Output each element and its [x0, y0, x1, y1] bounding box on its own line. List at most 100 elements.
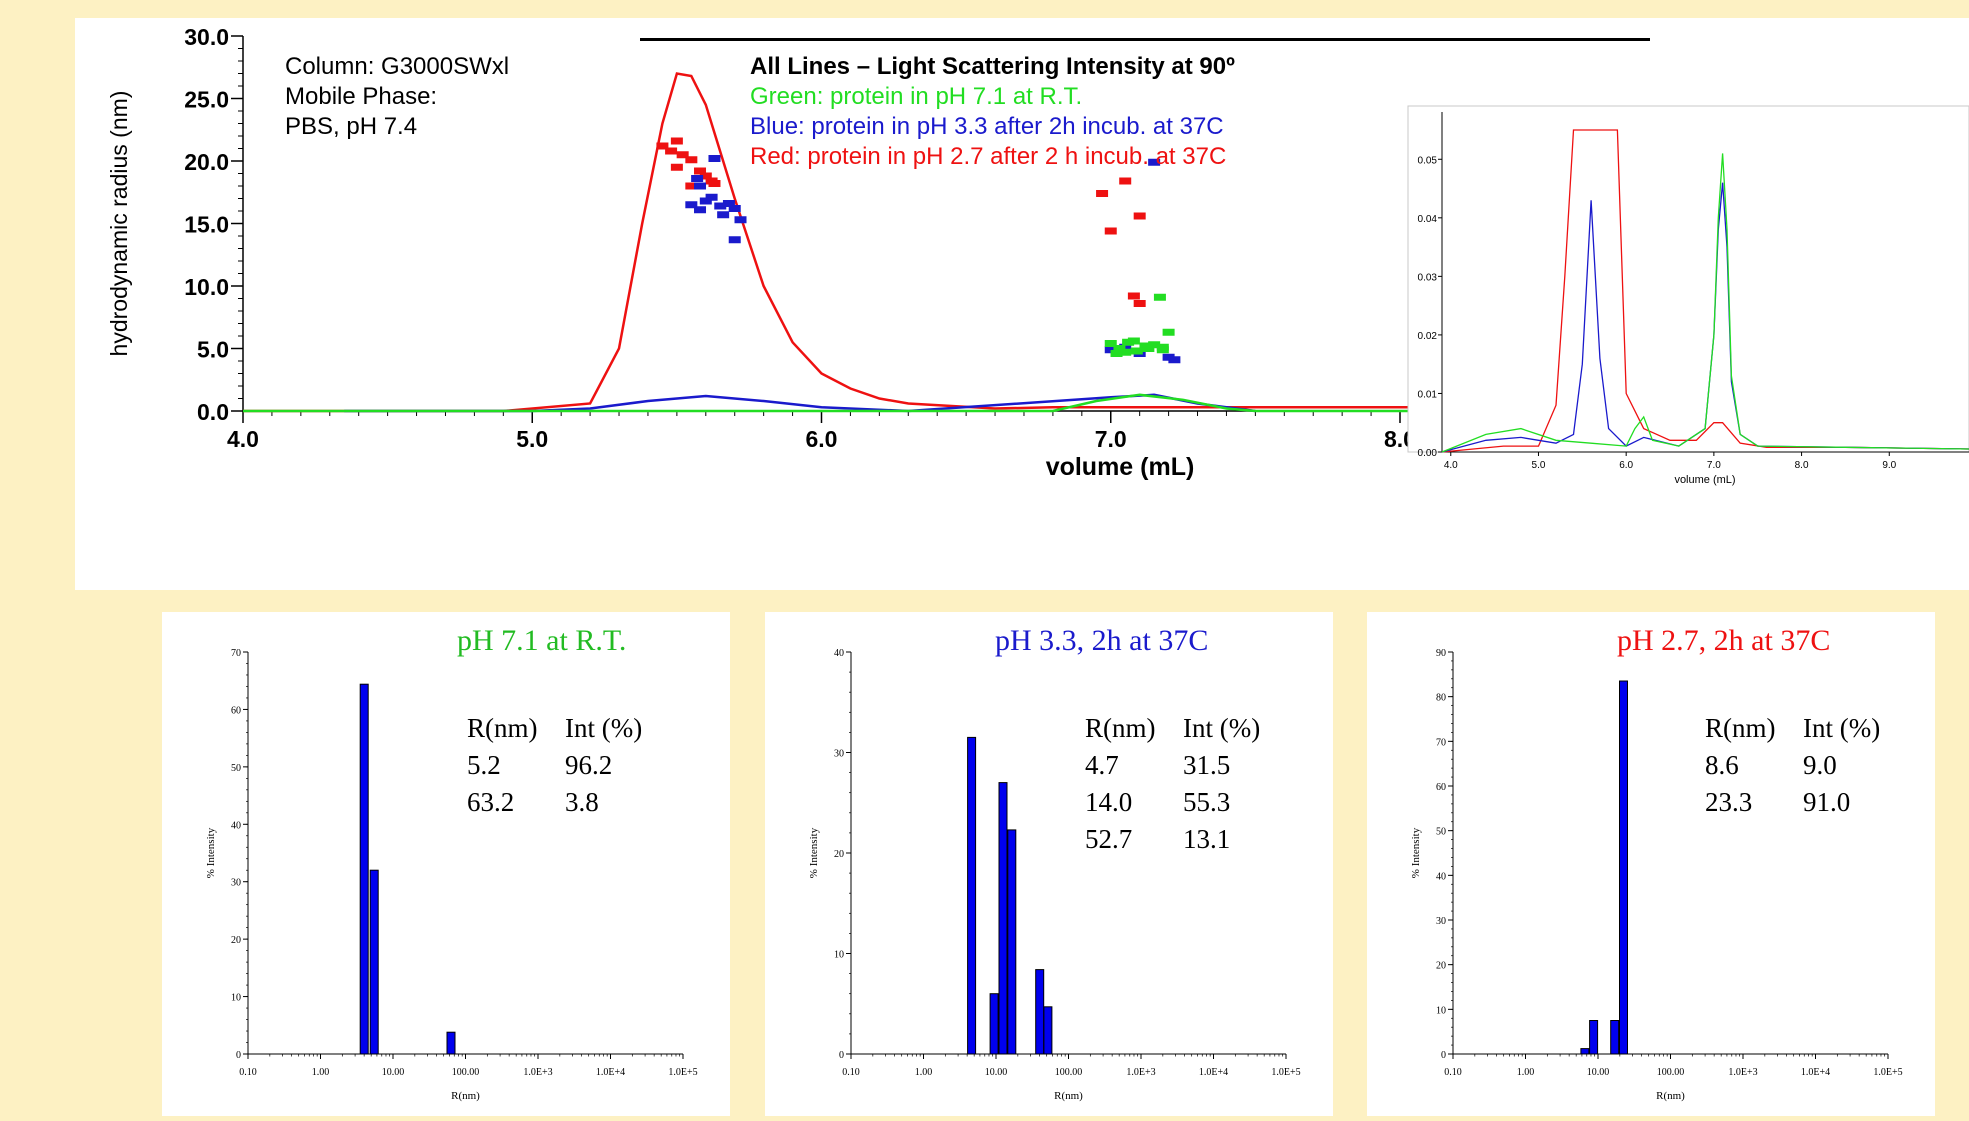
- inset-y-tick-label: 0.00: [1418, 448, 1438, 459]
- table-cell: 13.1: [1183, 824, 1231, 854]
- data-point-blue: [734, 216, 747, 224]
- y-tick-label: 20: [834, 849, 844, 860]
- inset-trace: [1441, 129, 1969, 453]
- data-point-blue: [699, 197, 712, 205]
- histogram-bar: [1035, 969, 1045, 1055]
- y-tick-label: 60: [1436, 782, 1446, 793]
- data-point-red: [694, 167, 707, 175]
- x-tick-label: 100.00: [1657, 1067, 1685, 1078]
- table-header-int: Int (%): [565, 713, 643, 743]
- inset-x-tick-label: 8.0: [1795, 460, 1809, 471]
- data-point-red: [676, 151, 689, 159]
- x-tick-label: 0.10: [842, 1067, 860, 1078]
- y-tick-label: 5.0: [197, 337, 229, 363]
- y-tick-label: 90: [1436, 648, 1446, 659]
- data-point-red: [1104, 227, 1117, 235]
- table-cell: 23.3: [1705, 787, 1753, 817]
- histogram-bar: [1580, 1048, 1590, 1055]
- y-tick-label: 50: [231, 763, 241, 774]
- table-header-r: R(nm): [1085, 713, 1156, 743]
- y-axis-title: hydrodynamic radius (nm): [106, 91, 132, 357]
- histogram-bar: [446, 1031, 456, 1055]
- histogram-bar: [369, 869, 379, 1055]
- data-point-red: [1127, 292, 1140, 300]
- data-point-red: [670, 137, 683, 145]
- histogram-bar: [967, 736, 977, 1055]
- inset-frame: [1407, 105, 1969, 453]
- x-tick-label: 10.00: [985, 1067, 1008, 1078]
- x-tick-label: 1.00: [312, 1067, 330, 1078]
- x-tick-label: 100.00: [1055, 1067, 1083, 1078]
- x-tick-label: 1.0E+4: [596, 1067, 625, 1078]
- x-tick-label: 1.0E+3: [1728, 1067, 1757, 1078]
- inset-y-tick-label: 0.01: [1418, 389, 1438, 400]
- table-cell: 8.6: [1705, 750, 1739, 780]
- data-point-green: [1153, 293, 1166, 301]
- table-cell: 3.8: [565, 787, 599, 817]
- y-tick-label: 30.0: [184, 24, 229, 50]
- y-axis-title: % Intensity: [1410, 827, 1422, 878]
- histogram-bar: [989, 993, 999, 1055]
- dls-panel-ph27: 0 10 20 30 40 50 60 70 80 90 0.10 1.00 10.00 100.00 1.…: [1367, 612, 1935, 1116]
- x-tick-label: 7.0: [1095, 426, 1127, 452]
- y-tick-label: 0: [236, 1050, 241, 1061]
- x-tick-label: 1.0E+4: [1199, 1067, 1228, 1078]
- data-point-red: [699, 172, 712, 180]
- y-tick-label: 10.0: [184, 274, 229, 300]
- data-point-red: [1133, 300, 1146, 307]
- data-point-green: [1162, 328, 1175, 336]
- inset-y-tick-label: 0.03: [1418, 272, 1438, 283]
- y-tick-label: 80: [1436, 693, 1446, 704]
- x-tick-label: 0.10: [239, 1067, 257, 1078]
- data-point-red: [665, 147, 678, 155]
- dls-histogram-ph71: 0 10 20 30 40 50 60 70 0.10 1.00 10.00 100.00 1.0E+3…: [205, 648, 698, 1102]
- inset-y-tick-label: 0.04: [1418, 214, 1438, 225]
- data-point-blue: [694, 182, 707, 190]
- table-header-r: R(nm): [467, 713, 538, 743]
- title-rule: [640, 38, 1650, 41]
- dls-panel-ph71: 0 10 20 30 40 50 60 70 0.10 1.00 10.00 100.00 1.0E+3…: [162, 612, 730, 1116]
- data-point-red: [685, 182, 698, 190]
- y-tick-label: 20: [1436, 961, 1446, 972]
- y-tick-label: 40: [231, 820, 241, 831]
- inset-x-tick-label: 5.0: [1532, 460, 1546, 471]
- data-point-red: [708, 180, 721, 187]
- dls-histogram-ph27: 0 10 20 30 40 50 60 70 80 90 0.10 1.00 10.00 100.00 1.…: [1410, 648, 1903, 1102]
- data-point-green: [1156, 343, 1169, 351]
- data-point-red: [670, 163, 683, 171]
- x-axis-title: R(nm): [451, 1090, 480, 1102]
- dls-histogram-ph33: 0 10 20 30 40 0.10 1.00 10.00 100.00 1.0E+3 1.0E+4…: [808, 648, 1301, 1102]
- table-cell: 55.3: [1183, 787, 1231, 817]
- y-tick-label: 10: [1436, 1005, 1446, 1016]
- data-point-blue: [694, 206, 707, 214]
- data-point-red: [685, 156, 698, 164]
- table-header-int: Int (%): [1803, 713, 1881, 743]
- x-tick-label: 4.0: [227, 426, 259, 452]
- inset-x-tick-label: 6.0: [1619, 460, 1633, 471]
- dls-title-ph27: pH 2.7, 2h at 37C: [1617, 624, 1831, 657]
- x-tick-label: 1.0E+5: [668, 1067, 697, 1078]
- y-tick-label: 10: [834, 950, 844, 961]
- x-tick-label: 1.0E+5: [1873, 1067, 1902, 1078]
- y-tick-label: 40: [1436, 871, 1446, 882]
- data-point-blue: [691, 175, 704, 182]
- inset-trace: [1441, 153, 1969, 453]
- x-tick-label: 10.00: [382, 1067, 405, 1078]
- data-point-red: [1133, 212, 1146, 220]
- histogram-bar: [1610, 1020, 1620, 1055]
- histogram-bar: [1619, 680, 1628, 1055]
- data-point-green: [1130, 347, 1143, 355]
- data-point-red: [1096, 190, 1109, 197]
- legend-entry-blue: Blue: protein in pH 3.3 after 2h incub. …: [750, 113, 1224, 140]
- data-point-blue: [717, 211, 730, 219]
- data-point-blue: [705, 193, 718, 201]
- legend-entry-red: Red: protein in pH 2.7 after 2 h incub. …: [750, 143, 1227, 170]
- main-chart: 0.0 5.0 10.0 15.0 20.0 25.0 30.0 4.0 5.0 6.0 7.0 8.…: [106, 24, 1969, 486]
- y-tick-label: 20.0: [184, 149, 229, 175]
- data-point-green: [1113, 345, 1126, 352]
- y-tick-label: 15.0: [184, 212, 229, 238]
- y-tick-label: 30: [834, 749, 844, 760]
- table-cell: 5.2: [467, 750, 501, 780]
- legend-heading: All Lines – Light Scattering Intensity a…: [750, 53, 1235, 80]
- x-tick-label: 1.0E+4: [1801, 1067, 1830, 1078]
